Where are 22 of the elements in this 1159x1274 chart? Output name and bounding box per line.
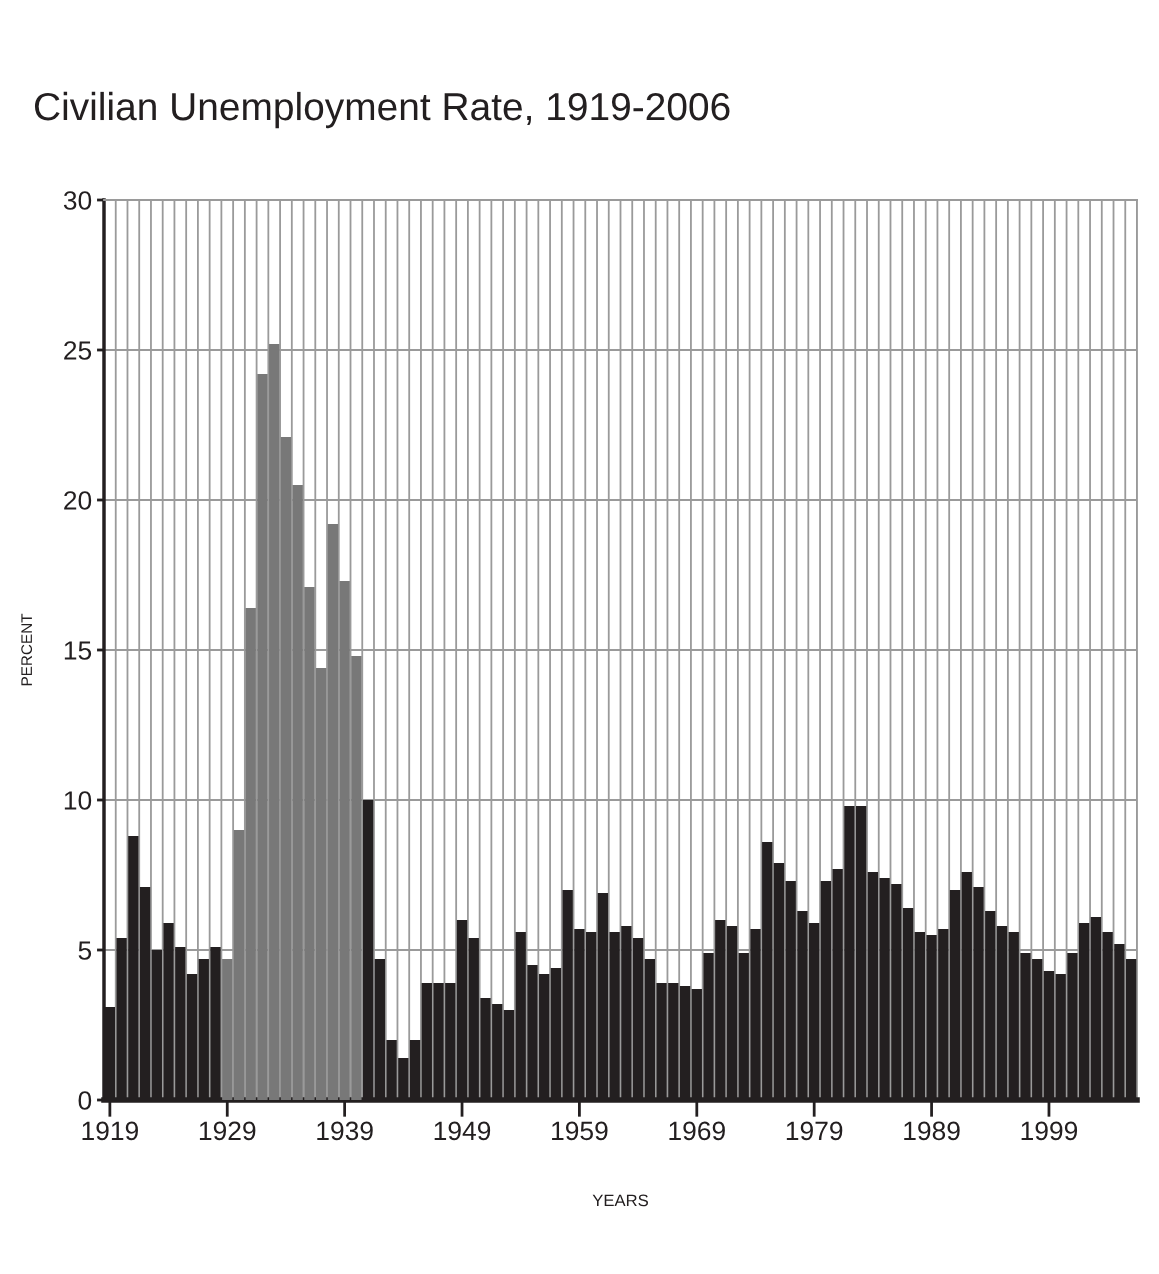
bar xyxy=(222,959,233,1100)
y-tick-label: 0 xyxy=(78,1091,92,1110)
y-tick-label: 30 xyxy=(63,191,92,210)
bar xyxy=(280,437,292,1100)
x-tick-label: 1989 xyxy=(904,1121,960,1141)
x-tick-label: 1949 xyxy=(434,1121,491,1141)
y-tick-label: 5 xyxy=(78,941,92,960)
chart-title: Civilian Unemployment Rate, 1919-2006 xyxy=(34,91,730,129)
x-tick-label: 1959 xyxy=(552,1121,608,1141)
x-tick-label: 1939 xyxy=(317,1121,373,1141)
bar xyxy=(233,830,245,1100)
x-axis-title: YEARS xyxy=(592,1194,648,1207)
x-tick-label: 1979 xyxy=(786,1121,843,1141)
y-tick-label: 25 xyxy=(64,341,92,360)
x-tick-label: 1999 xyxy=(1021,1121,1078,1141)
x-tick-label: 1929 xyxy=(199,1121,256,1141)
y-axis-title: PERCENT xyxy=(21,613,33,686)
x-tick-label: 1919 xyxy=(82,1121,138,1141)
y-tick-label: 20 xyxy=(64,491,92,510)
x-tick-label: 1969 xyxy=(669,1121,725,1141)
y-tick-label: 15 xyxy=(64,641,92,660)
y-tick-label: 10 xyxy=(64,791,92,810)
